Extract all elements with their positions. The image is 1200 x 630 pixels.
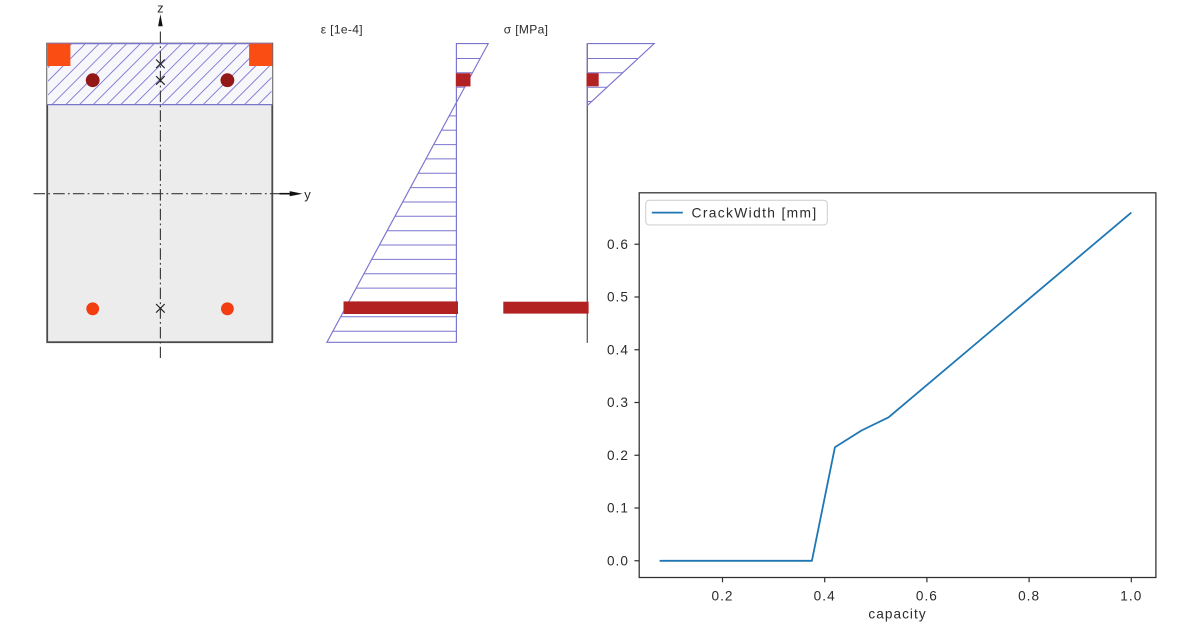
svg-text:1.0: 1.0 [1120,589,1142,604]
svg-text:0.5: 0.5 [607,290,629,305]
svg-text:0.2: 0.2 [711,589,733,604]
svg-text:0.4: 0.4 [607,342,629,357]
svg-text:0.6: 0.6 [916,589,938,604]
svg-text:CrackWidth [mm]: CrackWidth [mm] [692,205,818,220]
svg-text:0.2: 0.2 [607,448,629,463]
svg-text:σ [MPa]: σ [MPa] [504,23,549,37]
svg-text:0.8: 0.8 [1018,589,1040,604]
svg-text:ε [1e-4]: ε [1e-4] [321,23,363,37]
svg-text:0.1: 0.1 [607,501,629,516]
svg-text:0.4: 0.4 [814,589,836,604]
svg-text:0.3: 0.3 [607,395,629,410]
svg-text:0.6: 0.6 [607,237,629,252]
svg-text:capacity: capacity [868,607,926,622]
svg-text:0.0: 0.0 [607,553,629,568]
svg-text:z: z [157,1,164,16]
svg-text:y: y [304,187,311,202]
